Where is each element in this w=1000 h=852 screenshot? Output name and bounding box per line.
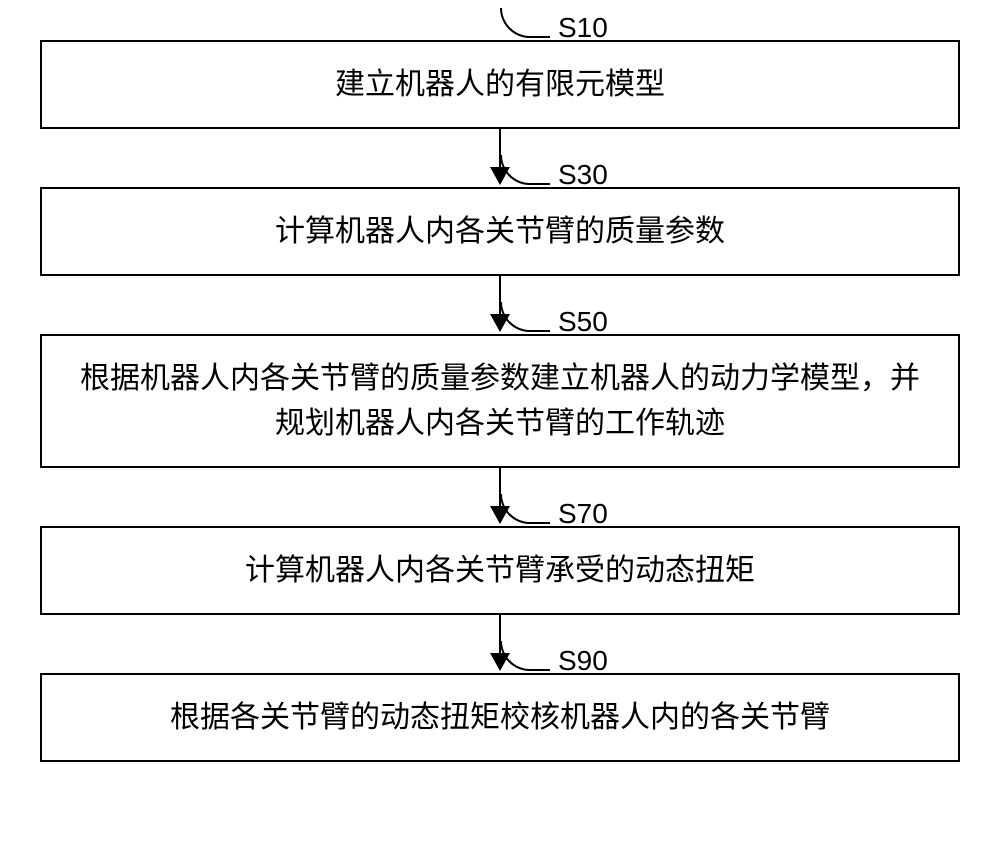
step-text: 根据各关节臂的动态扭矩校核机器人内的各关节臂 <box>170 695 830 740</box>
step-box-s10: 建立机器人的有限元模型 <box>40 40 960 129</box>
label-s70-group: S70 <box>500 494 608 526</box>
step-box-s50: 根据机器人内各关节臂的质量参数建立机器人的动力学模型，并规划机器人内各关节臂的工… <box>40 334 960 468</box>
step-s90-container: S90 根据各关节臂的动态扭矩校核机器人内的各关节臂 <box>30 673 970 762</box>
step-s50-container: S50 根据机器人内各关节臂的质量参数建立机器人的动力学模型，并规划机器人内各关… <box>30 334 970 468</box>
label-curve-icon <box>500 302 550 332</box>
label-s50-group: S50 <box>500 302 608 334</box>
step-label: S90 <box>558 645 608 677</box>
step-box-s90: 根据各关节臂的动态扭矩校核机器人内的各关节臂 <box>40 673 960 762</box>
step-text: 建立机器人的有限元模型 <box>335 62 665 107</box>
step-box-s70: 计算机器人内各关节臂承受的动态扭矩 <box>40 526 960 615</box>
label-s10-group: S10 <box>500 8 608 40</box>
label-curve-icon <box>500 641 550 671</box>
step-s70-container: S70 计算机器人内各关节臂承受的动态扭矩 <box>30 526 970 615</box>
step-label: S10 <box>558 12 608 44</box>
step-label: S30 <box>558 159 608 191</box>
step-s10-container: S10 建立机器人的有限元模型 <box>30 40 970 129</box>
step-label: S50 <box>558 306 608 338</box>
label-curve-icon <box>500 155 550 185</box>
label-s90-group: S90 <box>500 641 608 673</box>
step-text: 计算机器人内各关节臂的质量参数 <box>275 209 725 254</box>
step-s30-container: S30 计算机器人内各关节臂的质量参数 <box>30 187 970 276</box>
step-text: 计算机器人内各关节臂承受的动态扭矩 <box>245 548 755 593</box>
label-curve-icon <box>500 494 550 524</box>
step-text: 根据机器人内各关节臂的质量参数建立机器人的动力学模型，并规划机器人内各关节臂的工… <box>72 356 928 446</box>
step-label: S70 <box>558 498 608 530</box>
label-curve-icon <box>500 8 550 38</box>
flowchart-container: S10 建立机器人的有限元模型 S30 计算机器人内各关节臂的质量参数 S50 … <box>30 40 970 762</box>
label-s30-group: S30 <box>500 155 608 187</box>
step-box-s30: 计算机器人内各关节臂的质量参数 <box>40 187 960 276</box>
